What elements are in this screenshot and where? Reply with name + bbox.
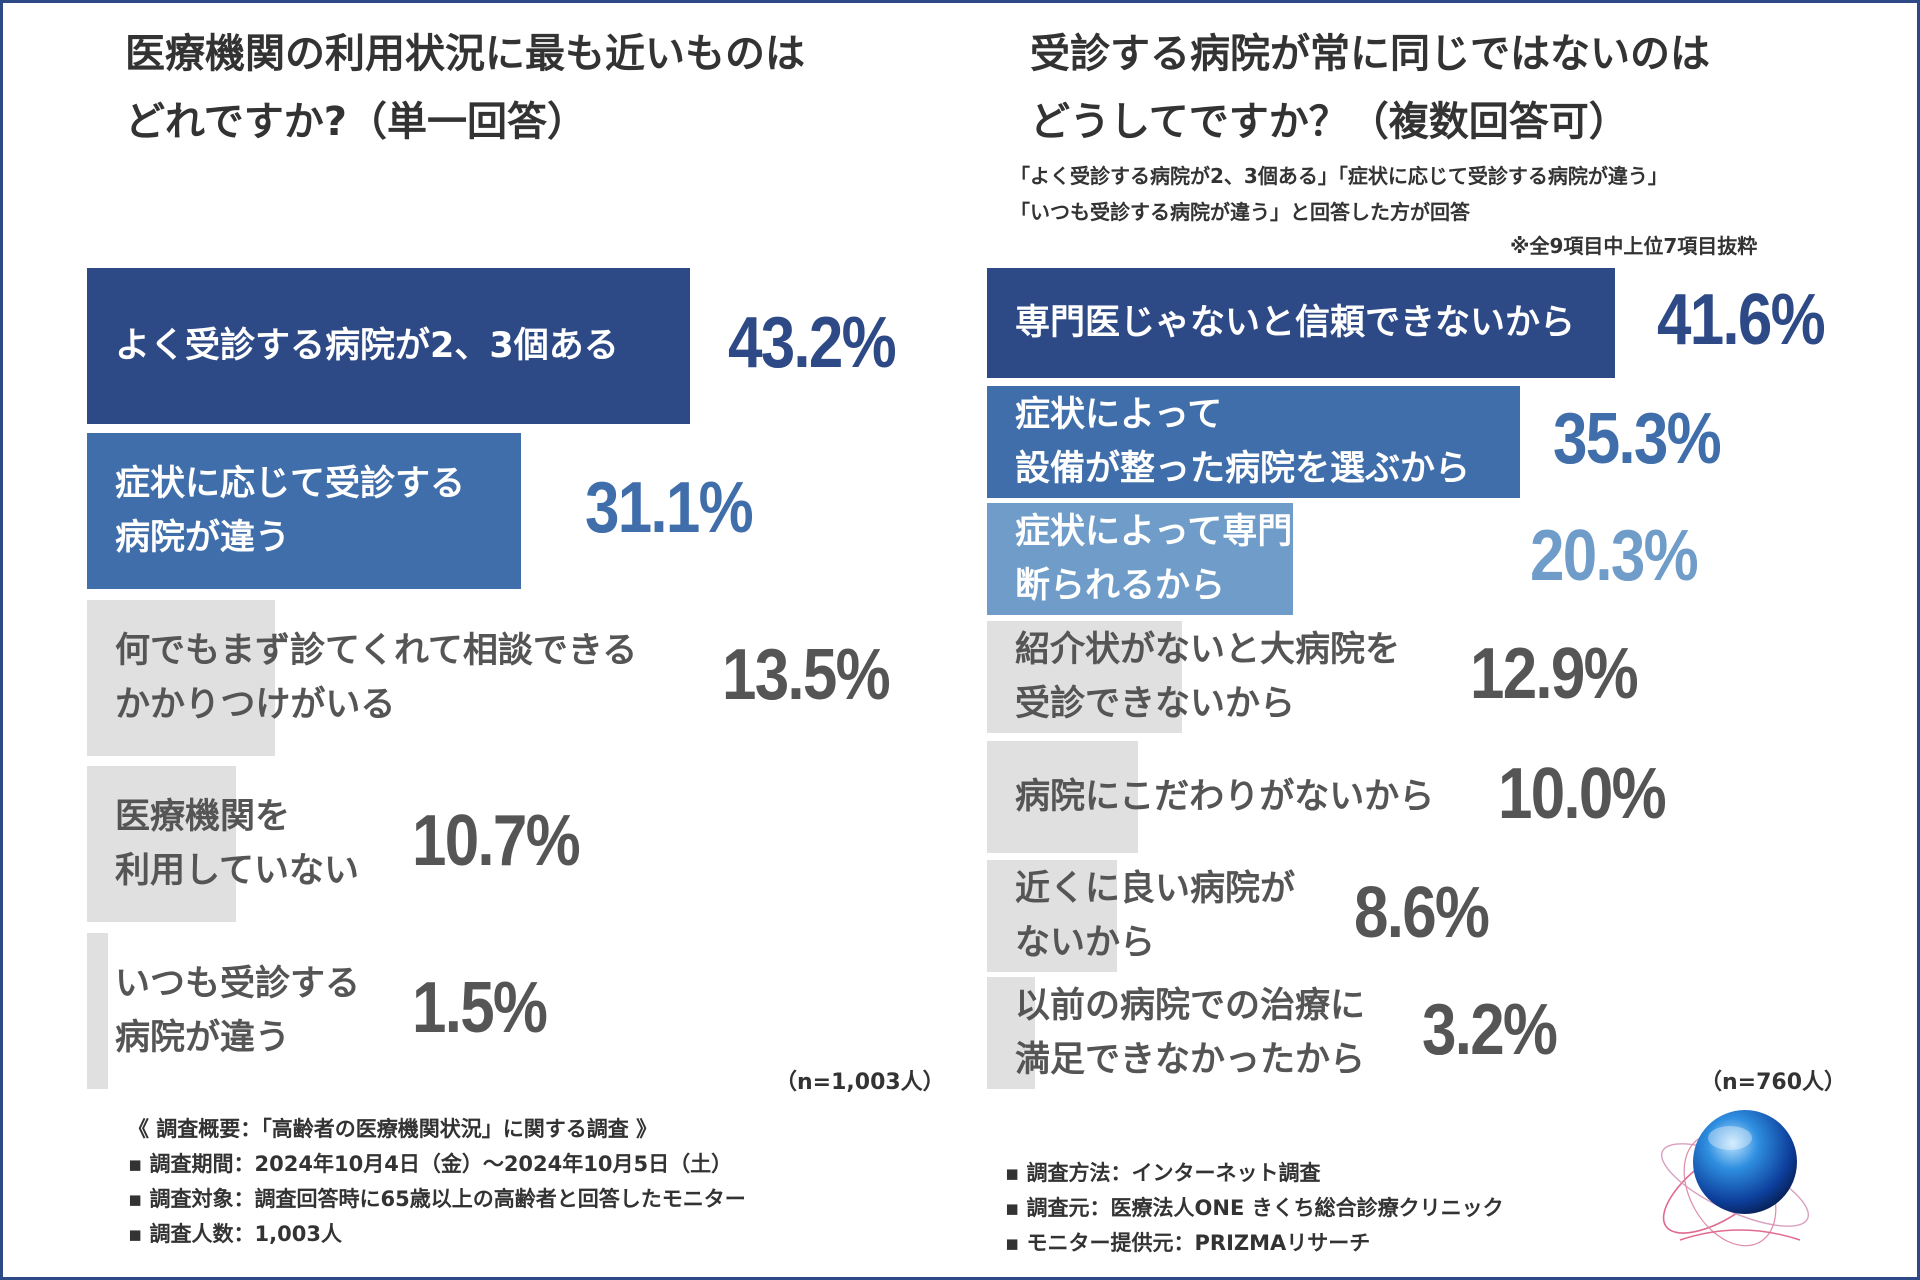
right-bar-2 [987, 386, 1520, 498]
left-bar-2 [87, 433, 521, 589]
left-value-label-4: 10.7% [412, 801, 581, 881]
left-bar-4 [87, 766, 236, 922]
right-category-label-4: 紹介状がないと大病院を 受診できないから [1015, 630, 1401, 724]
right-category-label-6: 近くに良い病院が ないから [1015, 869, 1296, 963]
globe-orbit-icon [1660, 1110, 1810, 1247]
survey-count: ▪ 調査人数：1,003人 [128, 1222, 342, 1246]
monitor-provider: ▪ モニター提供元：PRIZMAリサーチ [1005, 1231, 1371, 1255]
left-sample-size: （n=1,003人） [775, 1070, 945, 1095]
right-value-label-3: 20.3% [1530, 516, 1699, 596]
right-category-label-3: 症状によって専門じゃないと 断られるから [1015, 512, 1468, 606]
left-category-label-5: いつも受診する 病院が違う [115, 964, 361, 1058]
right-value-label-2: 35.3% [1553, 399, 1722, 479]
survey-overview-heading: 《 調査概要：「高齢者の医療機関状況」に関する調査 》 [128, 1117, 658, 1141]
survey-period: ▪ 調査期間：2024年10月4日（金）～2024年10月5日（土） [128, 1152, 733, 1176]
right-category-label-5: 病院にこだわりがないから [1015, 777, 1435, 817]
left-category-label-4: 医療機関を 利用していない [115, 797, 359, 891]
right-value-label-6: 8.6% [1354, 873, 1490, 953]
left-value-label-1: 43.2% [728, 303, 897, 383]
left-chart-title-line-2: どれですか?（単一回答） [125, 99, 588, 145]
left-bar-1 [87, 268, 690, 424]
left-value-label-3: 13.5% [722, 635, 891, 715]
right-value-label-1: 41.6% [1657, 280, 1826, 360]
right-bar-1 [987, 268, 1615, 378]
left-chart-title-line-1: 医療機関の利用状況に最も近いものは [125, 31, 805, 77]
left-category-label-3: 何でもまず診てくれて相談できる かかりつけがいる [115, 631, 638, 725]
left-bar-5 [87, 933, 108, 1089]
right-chart-subtitle-line-2: 「いつも受診する病院が違う」と回答した方が回答 [1010, 200, 1470, 224]
right-value-label-7: 3.2% [1422, 990, 1558, 1070]
right-chart-annotation: ※全9項目中上位7項目抜粋 [1510, 234, 1758, 258]
right-bar-7 [987, 977, 1035, 1089]
left-category-label-1: よく受診する病院が2、3個ある [115, 326, 619, 366]
left-value-label-5: 1.5% [412, 968, 548, 1048]
right-value-label-4: 12.9% [1470, 634, 1639, 714]
right-bar-6 [987, 860, 1117, 972]
left-category-label-2: 症状に応じて受診する 病院が違う [115, 464, 466, 558]
right-chart-title-line-2: どうしてですか？（複数回答可） [1030, 99, 1629, 145]
right-chart-title-line-1: 受診する病院が常に同じではないのは [1030, 31, 1710, 77]
right-chart-subtitle-line-1: 「よく受診する病院が2、3個ある」「症状に応じて受診する病院が違う」 [1010, 164, 1668, 188]
right-category-label-7: 以前の病院での治療に 満足できなかったから [1015, 986, 1366, 1080]
right-category-label-1: 専門医じゃないと信頼できないから [1015, 303, 1576, 343]
survey-organizer: ▪ 調査元：医療法人ONE きくち総合診療クリニック [1005, 1196, 1504, 1220]
right-sample-size: （n=760人） [1700, 1070, 1847, 1095]
right-value-label-5: 10.0% [1498, 754, 1667, 834]
right-bar-4 [987, 621, 1182, 733]
survey-target: ▪ 調査対象：調査回答時に65歳以上の高齢者と回答したモニター [128, 1187, 746, 1211]
right-bar-5 [987, 741, 1138, 853]
right-category-label-2: 症状によって 設備が整った病院を選ぶから [1015, 395, 1471, 489]
left-value-label-2: 31.1% [585, 468, 754, 548]
right-bar-3 [987, 503, 1293, 615]
survey-method: ▪ 調査方法：インターネット調査 [1005, 1161, 1321, 1185]
left-bar-3 [87, 600, 275, 756]
